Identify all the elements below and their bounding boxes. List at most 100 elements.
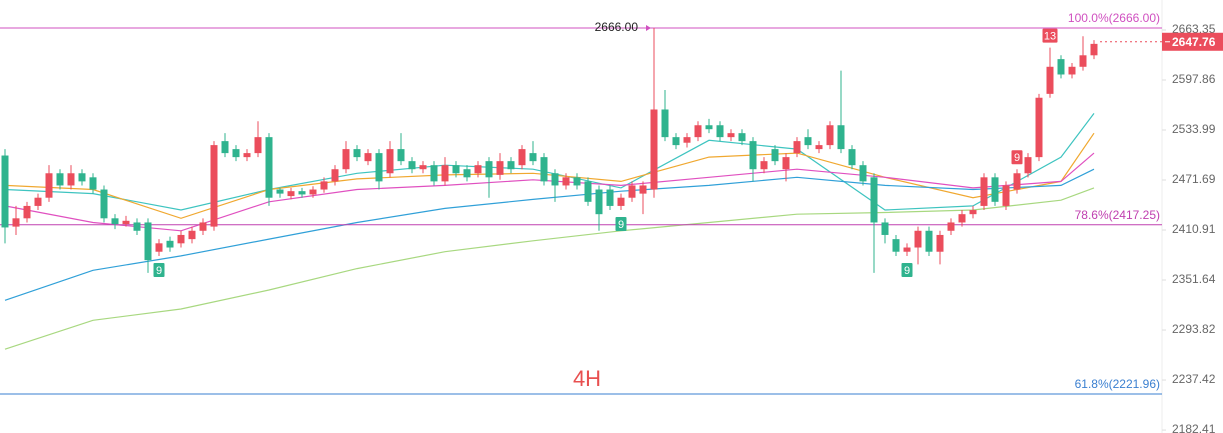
candle-body (793, 141, 801, 154)
candle-body (716, 125, 724, 138)
candle-body (188, 230, 196, 240)
candle-body (122, 220, 130, 225)
candle-body (914, 230, 922, 248)
candle-body (166, 240, 174, 248)
last-price-tag (1162, 32, 1223, 51)
candle-body (474, 165, 482, 174)
td-count-badge (1011, 150, 1023, 165)
high-marker-label: 2666.00 (595, 20, 639, 34)
candle-body (1013, 173, 1021, 190)
td-count-badge (153, 262, 165, 277)
candle-body (34, 197, 42, 206)
y-tick-label: 2410.91 (1172, 222, 1216, 236)
candle-body (441, 165, 449, 182)
candle-body (1068, 66, 1076, 75)
candle-body (276, 189, 284, 194)
candle-body (375, 153, 383, 182)
candle-body (584, 181, 592, 202)
candle-body (958, 214, 966, 223)
candle-body (969, 210, 977, 215)
candle-body (1024, 157, 1032, 174)
candle-body (89, 177, 97, 190)
candle-body (100, 189, 108, 219)
moving-average-line (4, 168, 1095, 301)
candle-body (199, 222, 207, 231)
candle-body (848, 149, 856, 166)
candle-body (892, 239, 900, 252)
candle-body (650, 109, 658, 190)
candle-body (485, 161, 493, 178)
candle-body (254, 137, 262, 154)
level-label: 61.8%(2221.96) (1075, 377, 1160, 391)
candle-body (760, 161, 768, 170)
candle-body (771, 149, 779, 162)
td-count-label: 9 (1014, 152, 1020, 164)
candle-body (210, 145, 218, 227)
candle-body (903, 247, 911, 252)
watermark: 4H (573, 366, 601, 391)
candle-body (419, 165, 427, 170)
candle-body (463, 169, 471, 178)
candle-body (496, 161, 504, 175)
candle-body (243, 153, 251, 158)
candle-body (826, 125, 834, 146)
candle-body (947, 222, 955, 231)
candle-body (672, 137, 680, 146)
candle-body (232, 149, 240, 158)
y-tick-label: 2351.64 (1172, 272, 1216, 286)
candle-body (540, 157, 548, 182)
td-count-label: 9 (904, 265, 910, 277)
candle-body (628, 185, 636, 198)
candle-body (738, 133, 746, 142)
candle-body (1, 155, 9, 228)
candle-body (221, 141, 229, 154)
candle-body (925, 230, 933, 252)
candle-body (782, 157, 790, 170)
candle-body (1046, 66, 1054, 94)
candle-body (617, 197, 625, 206)
candle-body (408, 161, 416, 170)
candle-body (386, 149, 394, 174)
candle-body (364, 153, 372, 162)
candle-body (727, 133, 735, 138)
candle-body (529, 153, 537, 162)
candle-body (1090, 43, 1098, 56)
candle-body (1057, 59, 1065, 75)
candle-body (518, 149, 526, 166)
td-count-label: 13 (1044, 31, 1056, 43)
candle-body (507, 161, 515, 170)
high-marker-arrow (646, 24, 651, 31)
y-tick-label: 2293.82 (1172, 322, 1216, 336)
candle-body (353, 149, 361, 158)
candle-body (991, 177, 999, 202)
candle-body (1079, 55, 1087, 67)
candle-body (606, 189, 614, 206)
candle-body (551, 173, 559, 186)
td-count-label: 9 (618, 219, 624, 231)
candle-body (133, 222, 141, 231)
candle-body (815, 145, 823, 150)
candle-body (705, 125, 713, 130)
candle-body (155, 243, 163, 252)
candle-body (980, 177, 988, 206)
y-tick-label: 2237.42 (1172, 372, 1216, 386)
candle-body (111, 218, 119, 225)
candle-body (1002, 185, 1010, 206)
candle-body (562, 177, 570, 186)
level-label: 78.6%(2417.25) (1075, 208, 1160, 222)
candle-body (881, 222, 889, 235)
level-label: 100.0%(2666.00) (1068, 11, 1160, 25)
candle-body (694, 125, 702, 138)
candle-body (595, 189, 603, 215)
moving-average-line (4, 187, 1095, 350)
candle-body (78, 173, 86, 182)
candle-body (1035, 97, 1043, 158)
candle-body (430, 165, 438, 182)
candle-body (67, 173, 75, 186)
candle-body (749, 141, 757, 170)
candle-body (298, 191, 306, 195)
candle-body (837, 125, 845, 150)
